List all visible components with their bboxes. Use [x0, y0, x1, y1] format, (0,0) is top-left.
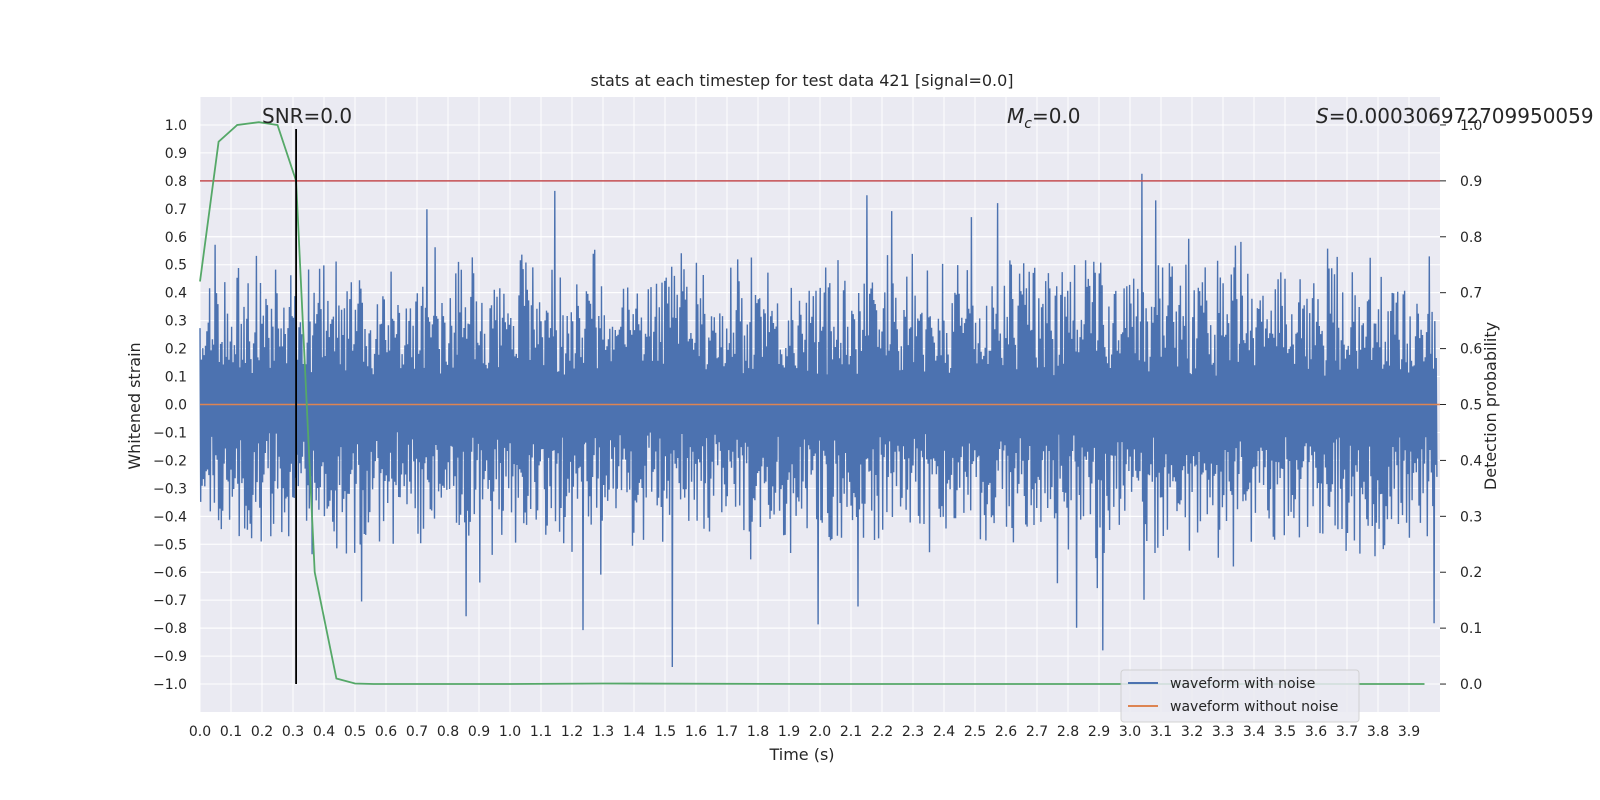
- y-tick-label: −0.6: [153, 565, 187, 581]
- x-tick-label: 1.0: [499, 724, 521, 740]
- x-tick-label: 2.9: [1088, 724, 1110, 740]
- x-tick-label: 0.2: [251, 724, 273, 740]
- y-tick-label: 0.6: [165, 230, 187, 246]
- y-right-tick-label: 0.4: [1460, 453, 1482, 469]
- y-right-axis-label: Detection probability: [1481, 322, 1500, 490]
- y-right-tick-label: 0.0: [1460, 677, 1482, 693]
- y-tick-label: −0.4: [153, 509, 187, 525]
- x-tick-label: 2.0: [809, 724, 831, 740]
- y-axis-label: Whitened strain: [125, 342, 144, 469]
- series-waveform-with-noise: [199, 173, 1438, 668]
- y-tick-label: 1.0: [165, 118, 187, 134]
- x-tick-label: 2.5: [964, 724, 986, 740]
- x-tick-label: 0.0: [189, 724, 211, 740]
- x-tick-label: 2.3: [902, 724, 924, 740]
- y-tick-label: −1.0: [153, 677, 187, 693]
- x-tick-label: 2.2: [871, 724, 893, 740]
- s-symbol: S: [1316, 104, 1329, 128]
- x-tick-label: 0.1: [220, 724, 242, 740]
- y-right-tick-label: 0.5: [1460, 398, 1482, 414]
- y-tick-label: −0.3: [153, 481, 187, 497]
- x-tick-label: 2.1: [840, 724, 862, 740]
- y-tick-label: 0.3: [165, 314, 187, 330]
- y-tick-label: −0.9: [153, 649, 187, 665]
- x-tick-label: 1.7: [716, 724, 738, 740]
- x-tick-label: 1.9: [778, 724, 800, 740]
- y-tick-label: −0.5: [153, 537, 187, 553]
- x-tick-label: 1.2: [561, 724, 583, 740]
- y-tick-label: 0.9: [165, 146, 187, 162]
- x-tick-label: 2.8: [1057, 724, 1079, 740]
- y-tick-label: 0.0: [165, 398, 187, 414]
- y-tick-label: 0.8: [165, 174, 187, 190]
- x-tick-label: 0.9: [468, 724, 490, 740]
- x-tick-label: 3.3: [1212, 724, 1234, 740]
- x-tick-label: 0.3: [282, 724, 304, 740]
- y-tick-label: −0.1: [153, 425, 187, 441]
- legend: waveform with noise waveform without noi…: [1120, 669, 1360, 723]
- x-tick-label: 0.6: [375, 724, 397, 740]
- x-tick-label: 1.8: [747, 724, 769, 740]
- y-right-tick-label: 0.3: [1460, 509, 1482, 525]
- y-tick-label: 0.5: [165, 258, 187, 274]
- x-tick-label: 3.8: [1367, 724, 1389, 740]
- y-tick-label: 0.7: [165, 202, 187, 218]
- x-tick-label: 3.1: [1150, 724, 1172, 740]
- x-tick-label: 1.5: [654, 724, 676, 740]
- x-tick-label: 1.4: [623, 724, 645, 740]
- x-tick-label: 3.6: [1305, 724, 1327, 740]
- x-tick-label: 0.5: [344, 724, 366, 740]
- s-value: =0.000306972709950059: [1329, 104, 1594, 128]
- x-tick-label: 1.6: [685, 724, 707, 740]
- x-tick-label: 1.3: [592, 724, 614, 740]
- x-tick-label: 3.5: [1274, 724, 1296, 740]
- y-right-tick-label: 0.1: [1460, 621, 1482, 637]
- y-tick-label: 0.1: [165, 370, 187, 386]
- y-right-tick-label: 0.8: [1460, 230, 1482, 246]
- legend-label-noise: waveform with noise: [1170, 676, 1315, 692]
- snr-annotation: SNR=0.0: [262, 104, 352, 128]
- series-detection-probability: [199, 121, 1425, 685]
- chart-title: stats at each timestep for test data 421…: [590, 71, 1013, 90]
- mc-subscript: c: [1024, 116, 1032, 132]
- x-tick-label: 3.0: [1119, 724, 1141, 740]
- x-tick-label: 2.6: [995, 724, 1017, 740]
- x-tick-label: 1.1: [530, 724, 552, 740]
- x-tick-label: 0.7: [406, 724, 428, 740]
- mc-annotation: Mc=0.0: [1007, 104, 1081, 132]
- x-tick-label: 3.4: [1243, 724, 1265, 740]
- x-tick-label: 0.8: [437, 724, 459, 740]
- y-tick-label: −0.8: [153, 621, 187, 637]
- x-tick-label: 3.9: [1398, 724, 1420, 740]
- y-tick-label: −0.2: [153, 453, 187, 469]
- x-axis-label: Time (s): [768, 745, 834, 764]
- mc-value: =0.0: [1032, 104, 1081, 128]
- x-tick-label: 2.7: [1026, 724, 1048, 740]
- y-tick-label: 0.2: [165, 342, 187, 358]
- y-right-tick-label: 0.6: [1460, 342, 1482, 358]
- legend-label-clean: waveform without noise: [1170, 699, 1338, 715]
- x-tick-label: 2.4: [933, 724, 955, 740]
- x-tick-label: 3.7: [1336, 724, 1358, 740]
- y-tick-label: −0.7: [153, 593, 187, 609]
- x-tick-label: 3.2: [1181, 724, 1203, 740]
- y-right-tick-label: 0.2: [1460, 565, 1482, 581]
- y-right-tick-label: 0.7: [1460, 286, 1482, 302]
- y-right-tick-label: 1.0: [1460, 118, 1482, 134]
- s-annotation: S=0.000306972709950059: [1316, 104, 1594, 128]
- x-tick-label: 0.4: [313, 724, 335, 740]
- y-tick-label: 0.4: [165, 286, 187, 302]
- mc-symbol: M: [1007, 104, 1024, 128]
- y-right-tick-label: 0.9: [1460, 174, 1482, 190]
